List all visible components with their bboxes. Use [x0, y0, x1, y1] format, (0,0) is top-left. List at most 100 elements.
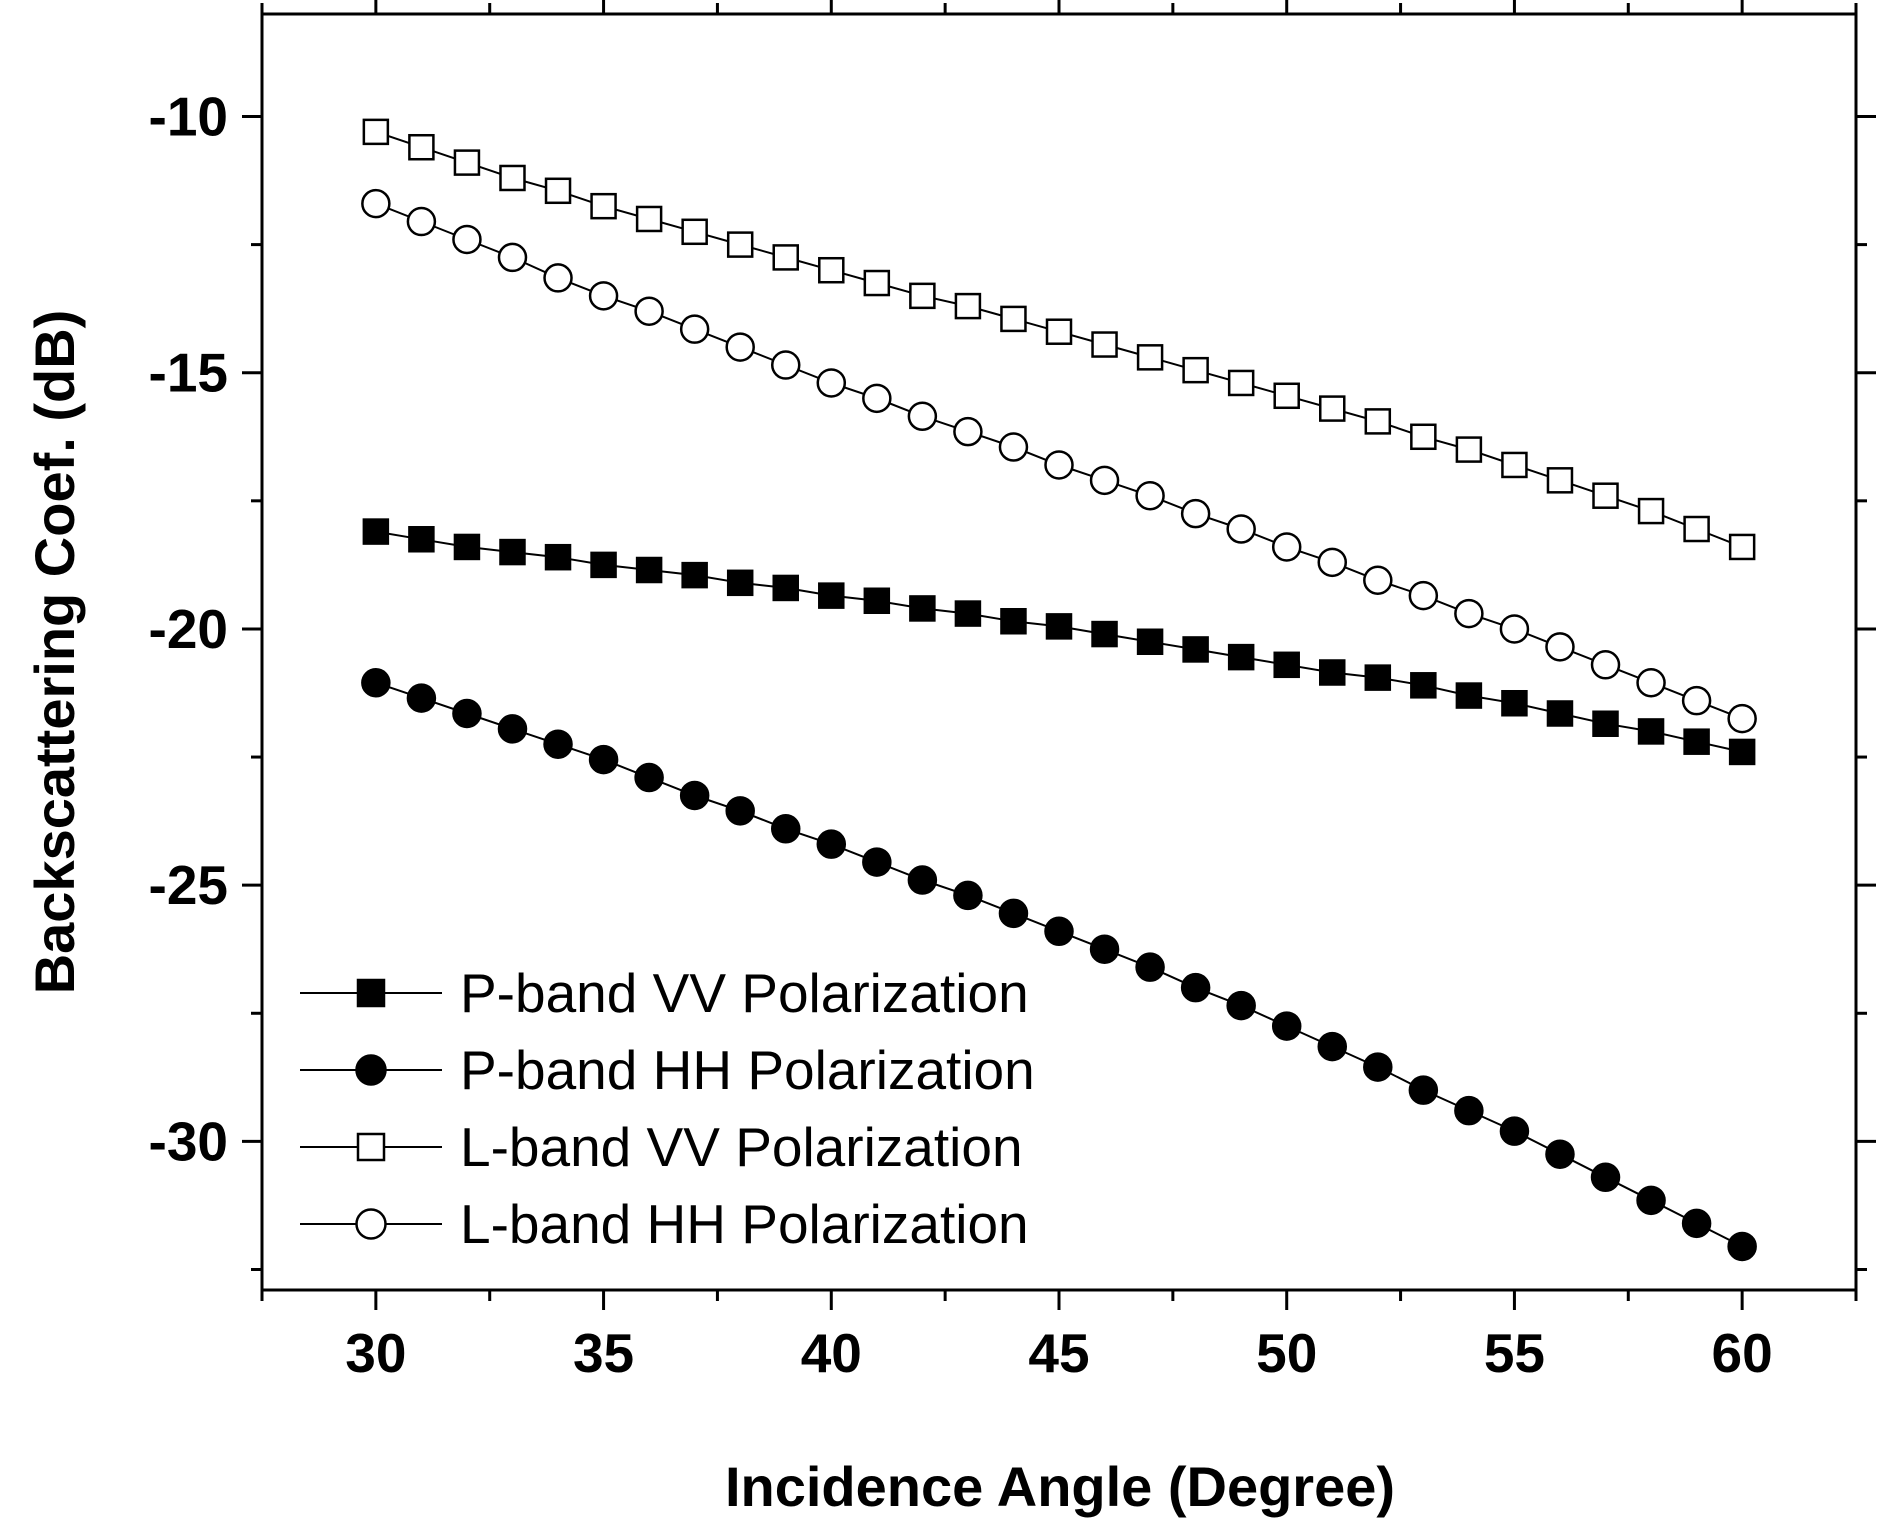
data-point-p-band-vv: [863, 587, 891, 615]
data-point-l-band-vv: [499, 164, 526, 192]
data-point-p-band-vv: [1728, 738, 1756, 766]
data-point-l-band-vv: [1455, 436, 1483, 463]
y-tick-label: -15: [149, 342, 229, 404]
data-point-p-band-vv: [499, 538, 526, 566]
data-point-p-band-hh: [588, 744, 619, 775]
data-point-l-band-hh: [1226, 514, 1256, 544]
data-point-l-band-vv: [1182, 356, 1209, 384]
data-point-p-band-hh: [1044, 916, 1074, 947]
data-point-l-band-vv: [909, 282, 936, 310]
data-point-p-band-hh: [1727, 1231, 1757, 1262]
legend-item-l-band-hh: L-band HH Polarization: [300, 1193, 1029, 1255]
data-point-l-band-vv: [544, 177, 572, 205]
data-point-l-band-hh: [816, 368, 847, 398]
data-point-l-band-vv: [1501, 451, 1528, 479]
data-point-l-band-hh: [953, 416, 983, 447]
data-point-l-band-vv: [863, 269, 891, 297]
legend-label-p-band-hh: P-band HH Polarization: [460, 1039, 1035, 1101]
data-point-l-band-hh: [1454, 598, 1484, 629]
data-point-p-band-vv: [1000, 608, 1027, 635]
data-point-p-band-vv: [954, 600, 982, 627]
data-point-p-band-hh: [1135, 952, 1165, 982]
data-point-l-band-vv: [954, 292, 982, 320]
data-point-p-band-hh: [1681, 1208, 1712, 1239]
data-point-p-band-vv: [1136, 628, 1164, 656]
x-tick-label: 45: [1028, 1322, 1089, 1384]
data-point-p-band-hh: [1590, 1162, 1621, 1193]
legend-item-l-band-vv: L-band VV Polarization: [300, 1116, 1023, 1178]
data-point-l-band-vv: [1319, 395, 1346, 422]
data-point-l-band-vv: [1227, 369, 1255, 397]
data-point-l-band-hh: [452, 224, 482, 255]
data-point-p-band-hh: [1226, 990, 1256, 1021]
data-point-l-band-vv: [1637, 497, 1665, 525]
series-layer: [361, 118, 1757, 1262]
data-point-l-band-hh: [998, 432, 1029, 462]
data-point-p-band-hh: [1180, 972, 1211, 1003]
data-point-l-band-hh: [1180, 498, 1211, 529]
data-point-l-band-hh: [862, 383, 892, 414]
data-point-p-band-hh: [1636, 1185, 1666, 1216]
data-point-l-band-vv: [1273, 382, 1300, 410]
data-point-l-band-hh: [1499, 614, 1530, 644]
data-point-p-band-vv: [1045, 613, 1073, 640]
series-l-band-hh: [361, 188, 1757, 734]
data-point-p-band-hh: [1271, 1011, 1302, 1041]
x-tick-label: 55: [1484, 1322, 1545, 1384]
x-tick-label: 50: [1256, 1322, 1317, 1384]
data-point-p-band-vv: [1455, 682, 1483, 709]
data-point-l-band-hh: [725, 332, 755, 362]
data-point-p-band-vv: [1683, 728, 1710, 755]
plot-frame: [260, 12, 1858, 1292]
x-axis-title: Incidence Angle (Degree): [725, 1455, 1395, 1518]
y-tick-label: -25: [149, 854, 229, 916]
legend-item-p-band-vv: P-band VV Polarization: [300, 962, 1029, 1024]
data-point-p-band-hh: [1089, 934, 1120, 964]
y-axis-title: Backscattering Coef. (dB): [23, 310, 86, 995]
x-tick-label: 40: [801, 1322, 862, 1384]
data-point-l-band-vv: [453, 149, 481, 176]
data-point-p-band-vv: [590, 551, 617, 579]
data-point-p-band-vv: [1227, 643, 1255, 671]
data-point-l-band-vv: [1728, 533, 1756, 561]
data-point-p-band-hh: [862, 847, 892, 877]
y-tick-label: -30: [149, 1110, 229, 1172]
data-point-p-band-hh: [1499, 1116, 1530, 1146]
data-point-p-band-vv: [362, 518, 390, 545]
ticks-layer: 30 35 40 45 50 55 60 -10 -15 -20 -25 -30: [149, 0, 1876, 1384]
legend-label-l-band-vv: L-band VV Polarization: [460, 1116, 1023, 1178]
data-point-p-band-hh: [1408, 1075, 1439, 1105]
data-point-l-band-vv: [772, 244, 799, 271]
data-point-l-band-hh: [1089, 465, 1120, 496]
data-point-l-band-vv: [1136, 344, 1164, 371]
data-point-p-band-hh: [907, 865, 938, 895]
data-point-p-band-hh: [1363, 1052, 1393, 1082]
data-point-l-band-vv: [635, 205, 663, 233]
data-point-p-band-vv: [1501, 689, 1528, 717]
data-point-p-band-vv: [1273, 651, 1300, 679]
x-tick-label: 30: [345, 1322, 406, 1384]
data-point-p-band-vv: [1364, 664, 1392, 691]
data-point-p-band-vv: [1319, 659, 1346, 686]
data-point-p-band-vv: [726, 569, 754, 597]
data-point-p-band-hh: [770, 814, 801, 844]
data-point-l-band-vv: [1683, 515, 1710, 543]
data-point-l-band-hh: [1681, 685, 1712, 716]
data-point-l-band-hh: [1545, 632, 1575, 662]
data-point-l-band-hh: [1044, 450, 1074, 480]
series-p-band-vv: [362, 518, 1756, 766]
series-p-band-hh: [361, 667, 1757, 1262]
data-point-p-band-hh: [634, 762, 664, 793]
data-point-p-band-vv: [1592, 710, 1619, 737]
legend-label-p-band-vv: P-band VV Polarization: [460, 962, 1029, 1024]
data-point-p-band-hh: [452, 698, 482, 729]
data-point-p-band-hh: [543, 729, 573, 759]
data-point-p-band-vv: [1091, 620, 1118, 648]
y-tick-label: -10: [149, 85, 229, 147]
data-point-p-band-vv: [408, 526, 435, 553]
data-point-l-band-vv: [1546, 467, 1574, 494]
data-point-l-band-hh: [361, 188, 391, 219]
data-point-l-band-hh: [497, 242, 528, 273]
